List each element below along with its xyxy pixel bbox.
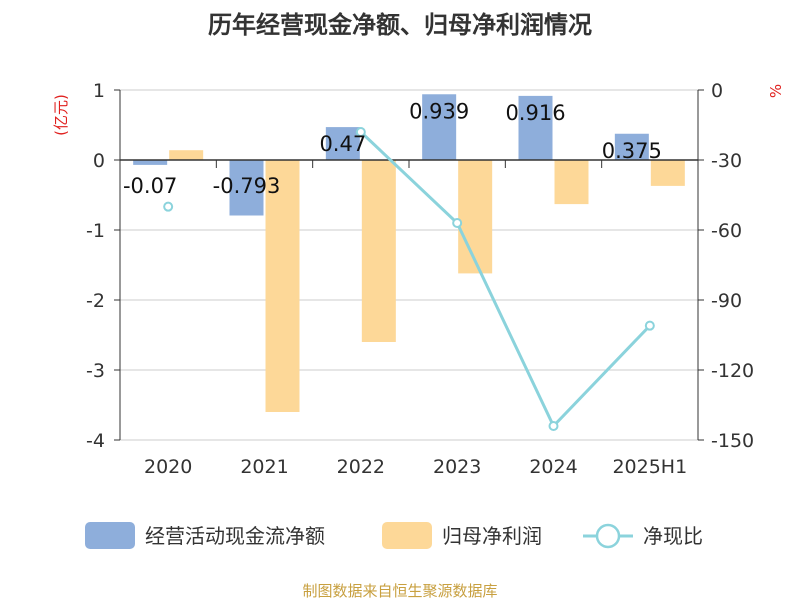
x-tick-label: 2020 bbox=[144, 456, 192, 478]
cashflow-value-label: 0.47 bbox=[319, 132, 366, 156]
right-axis-ticks: 0 -30 -60 -90 -120 -150 bbox=[698, 80, 754, 452]
left-axis-ticks: 1 0 -1 -2 -3 -4 bbox=[86, 80, 120, 452]
right-tick-label: 0 bbox=[711, 80, 723, 102]
right-tick-label: -120 bbox=[711, 360, 754, 382]
left-tick-label: -2 bbox=[86, 290, 105, 312]
ratio-point bbox=[548, 421, 559, 431]
cashflow-value-label: 0.939 bbox=[409, 99, 469, 123]
bar-netprofit bbox=[554, 160, 589, 205]
cashflow-value-label: 0.375 bbox=[602, 139, 662, 163]
x-tick-label: 2024 bbox=[529, 456, 577, 478]
left-tick-label: -3 bbox=[86, 360, 105, 382]
left-tick-label: -4 bbox=[86, 430, 105, 452]
legend-swatch-ratio-marker bbox=[595, 523, 621, 549]
x-tick-label: 2022 bbox=[337, 456, 385, 478]
bar-cashflow bbox=[422, 94, 457, 160]
category-labels: 2020 2021 2022 2023 2024 2025H1 bbox=[144, 456, 687, 478]
left-tick-label: 1 bbox=[93, 80, 105, 102]
left-axis-unit: (亿元) bbox=[52, 94, 70, 136]
ratio-line bbox=[359, 130, 651, 429]
bar-netprofit bbox=[458, 160, 493, 274]
source-note: 制图数据来自恒生聚源数据库 bbox=[302, 582, 497, 600]
x-tick-label: 2023 bbox=[433, 456, 481, 478]
right-axis-unit: % bbox=[767, 84, 785, 98]
x-tick-label: 2025H1 bbox=[612, 456, 687, 478]
legend-item-cashflow[interactable]: 经营活动现金流净额 bbox=[85, 522, 325, 549]
legend-item-netprofit[interactable]: 归母净利润 bbox=[382, 522, 542, 549]
legend-label-cashflow: 经营活动现金流净额 bbox=[145, 524, 325, 548]
ratio-point bbox=[355, 127, 366, 137]
bar-cashflow bbox=[133, 160, 168, 165]
bar-netprofit bbox=[265, 160, 300, 412]
legend-label-ratio: 净现比 bbox=[643, 524, 703, 548]
x-tick-label: 2021 bbox=[240, 456, 288, 478]
bar-cashflow bbox=[229, 160, 264, 216]
ratio-point bbox=[452, 218, 463, 228]
bar-netprofit bbox=[650, 160, 685, 186]
right-tick-label: -30 bbox=[711, 150, 742, 172]
bar-cashflow bbox=[518, 95, 553, 160]
chart-title: 历年经营现金净额、归母净利润情况 bbox=[208, 11, 592, 39]
legend-swatch-cashflow bbox=[85, 522, 135, 549]
left-tick-label: -1 bbox=[86, 220, 105, 242]
ratio-point bbox=[644, 320, 655, 331]
line-series bbox=[163, 127, 655, 431]
legend-item-ratio[interactable]: 净现比 bbox=[583, 523, 703, 549]
axes bbox=[119, 90, 699, 440]
legend-swatch-netprofit bbox=[382, 522, 432, 549]
legend-label-netprofit: 归母净利润 bbox=[442, 524, 542, 548]
cashflow-value-label: -0.793 bbox=[213, 174, 281, 198]
right-tick-label: -60 bbox=[711, 220, 742, 242]
cashflow-value-label: -0.07 bbox=[123, 174, 177, 198]
cashflow-value-label: 0.916 bbox=[505, 101, 565, 125]
data-labels: -0.07 -0.793 0.47 0.939 0.916 0.375 bbox=[123, 99, 662, 198]
right-tick-label: -90 bbox=[711, 290, 742, 312]
legend[interactable]: 经营活动现金流净额 归母净利润 净现比 bbox=[85, 522, 703, 549]
bar-netprofit bbox=[169, 150, 204, 160]
bars bbox=[133, 94, 685, 412]
bar-cashflow bbox=[614, 133, 649, 160]
ratio-point bbox=[163, 201, 174, 212]
bar-cashflow bbox=[325, 127, 360, 160]
bar-netprofit bbox=[361, 160, 396, 342]
left-tick-label: 0 bbox=[93, 150, 105, 172]
right-tick-label: -150 bbox=[711, 430, 754, 452]
